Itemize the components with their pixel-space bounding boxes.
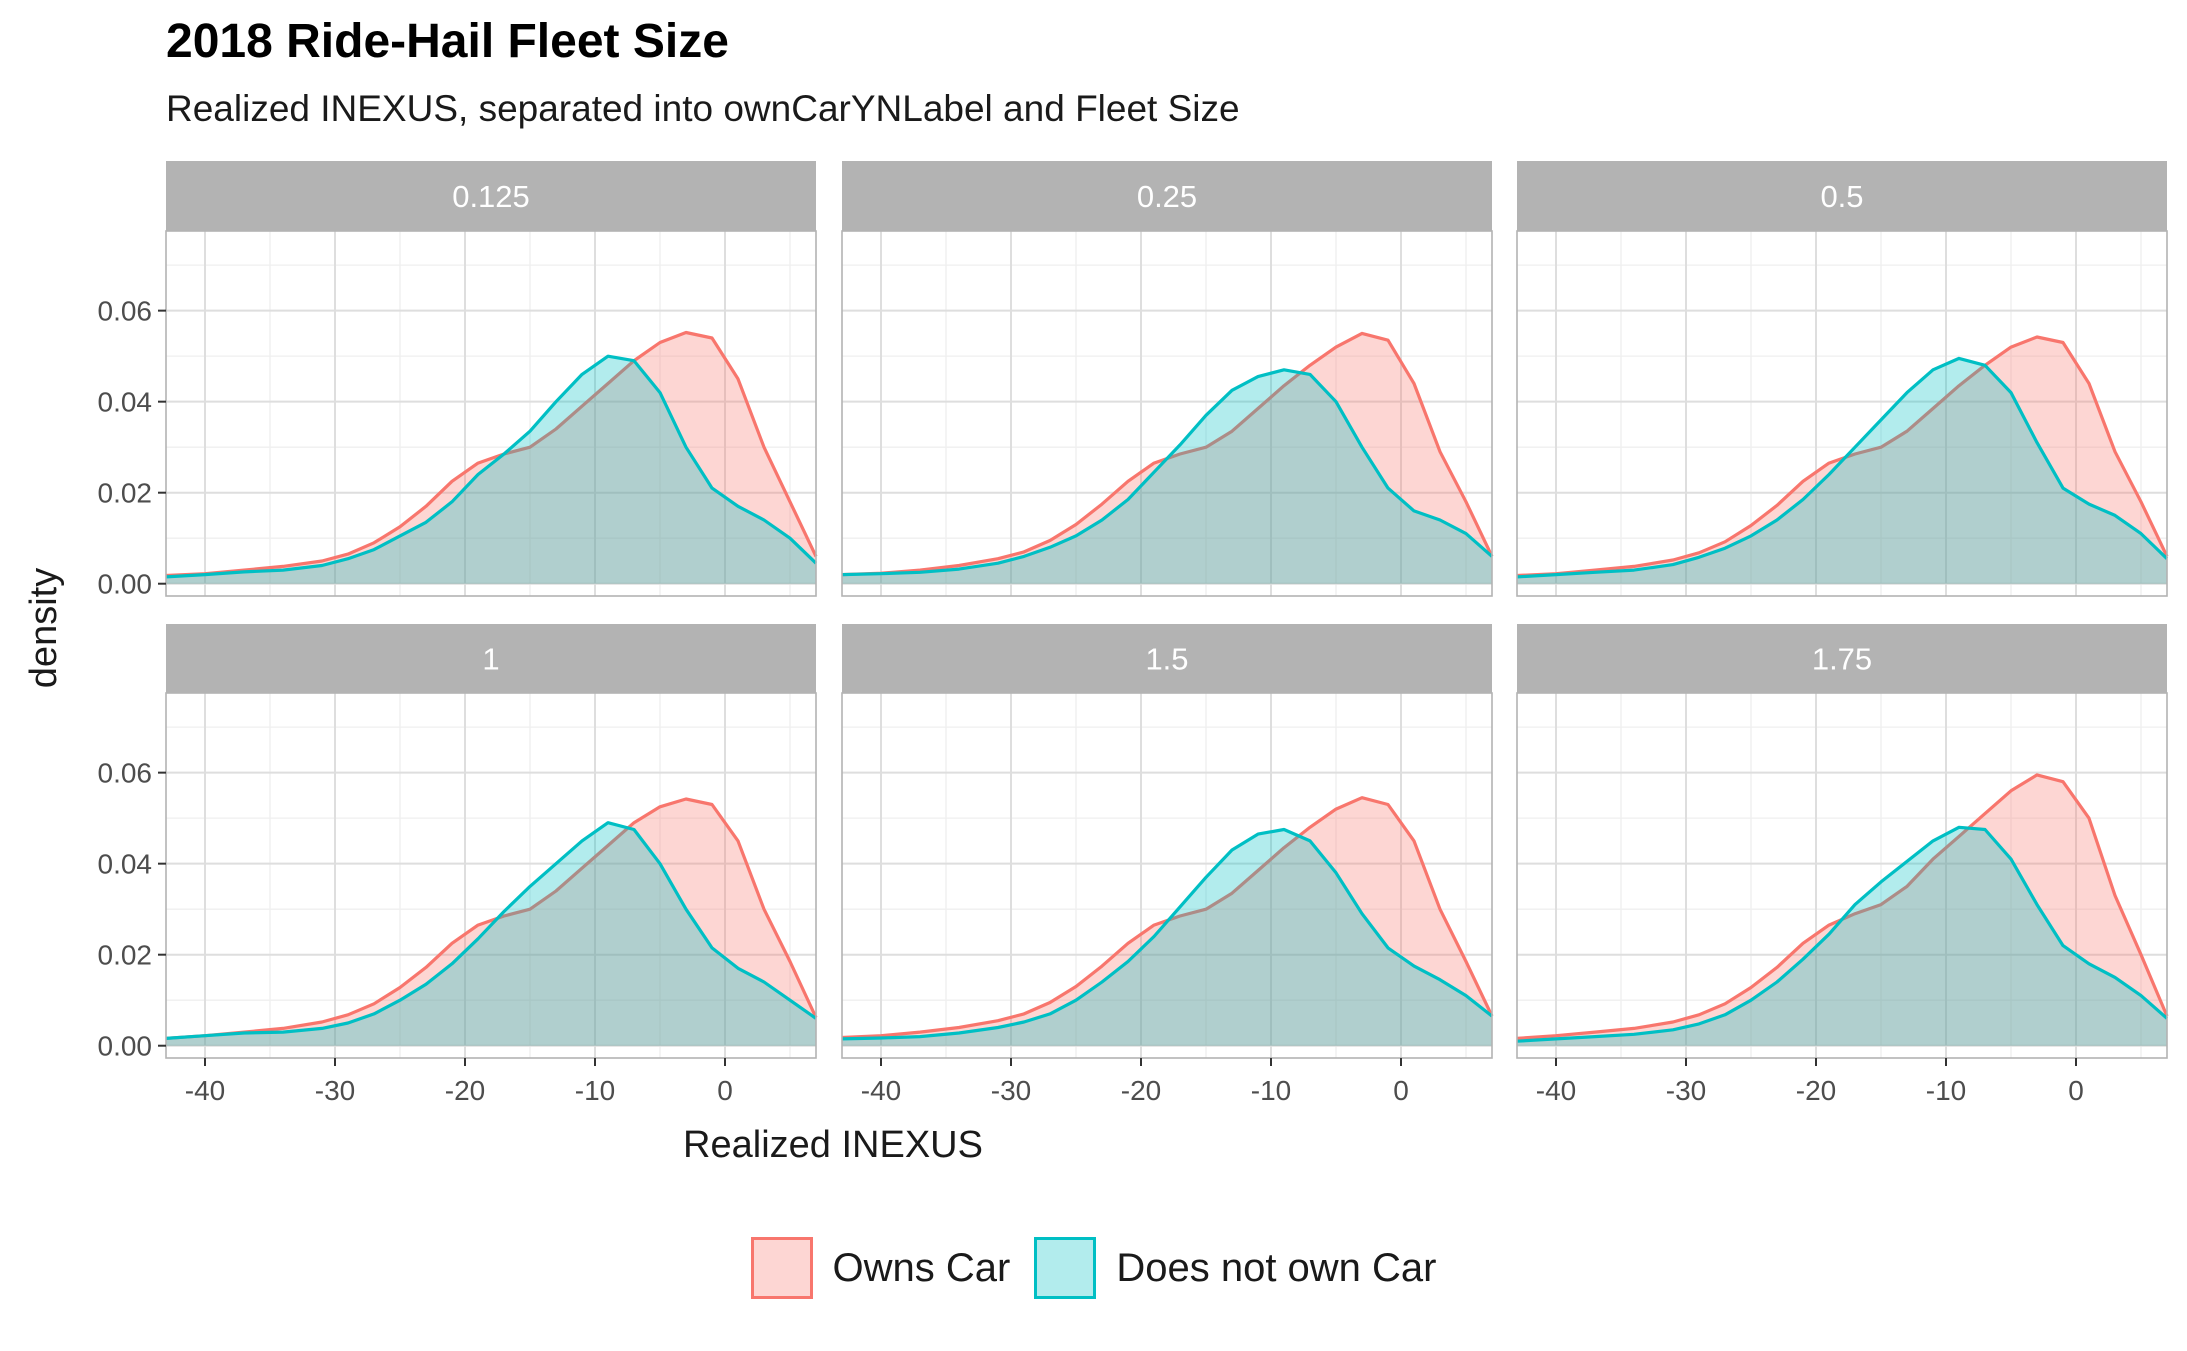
plot-background (1517, 693, 2167, 1058)
density-line-no-car (1516, 356, 2169, 579)
density-area-no-car (166, 822, 816, 1046)
facet-strip-label: 1 (482, 642, 499, 677)
density-line-no-car (165, 354, 818, 579)
y-tick-label: 0.04 (98, 387, 153, 418)
density-area-owns-car (1517, 774, 2167, 1046)
x-tick-label: -30 (315, 1075, 355, 1106)
density-area-no-car (1517, 358, 2167, 584)
panel-border (841, 692, 1493, 1059)
legend: Owns Car Does not own Car (0, 1237, 2187, 1299)
legend-swatch-owns-car (750, 1237, 813, 1299)
facet-strip (1517, 624, 2167, 693)
facet-strip-label: 1.75 (1812, 642, 1872, 677)
density-line-owns-car (841, 796, 1494, 1040)
facet-strip (166, 161, 816, 231)
legend-label-owns-car: Owns Car (832, 1245, 1011, 1290)
y-tick-label: 0.02 (98, 478, 153, 509)
panel-1_75: 1.75 -40 -30 -20 -10 0 (1516, 624, 2169, 1106)
facet-strip (842, 624, 1492, 693)
panel-border (1516, 692, 2168, 1059)
density-area-no-car (842, 369, 1492, 584)
plot-background (1517, 231, 2167, 596)
x-tick-label: -20 (1796, 1075, 1836, 1106)
legend-item-no-car: Does not own Car (1034, 1237, 1436, 1299)
density-line-owns-car (1516, 773, 2169, 1040)
x-tick-label: 0 (717, 1075, 733, 1106)
x-tick-label: -20 (1121, 1075, 1161, 1106)
legend-swatch-no-car (1034, 1237, 1097, 1299)
density-area-owns-car (166, 799, 816, 1046)
chart-title: 2018 Ride-Hail Fleet Size (166, 15, 729, 68)
density-line-owns-car (1516, 335, 2169, 578)
facet-strip (1517, 161, 2167, 231)
x-tick-label: -40 (861, 1075, 901, 1106)
panel-0_5: 0.5 (1516, 161, 2169, 597)
y-tick-label: 0.06 (98, 296, 153, 327)
facet-strip-label: 0.5 (1820, 179, 1863, 214)
y-tick-label: 0.04 (98, 849, 153, 880)
density-line-no-car (841, 368, 1494, 577)
x-tick-label: -20 (445, 1075, 485, 1106)
x-tick-label: 0 (1393, 1075, 1409, 1106)
y-axis-title: density (23, 568, 65, 688)
y-tick-label: 0.00 (98, 1031, 153, 1062)
x-tick-label: -30 (991, 1075, 1031, 1106)
facet-strip (842, 161, 1492, 231)
plot-background (166, 231, 816, 596)
plot-background (842, 231, 1492, 596)
legend-label-no-car: Does not own Car (1116, 1245, 1437, 1290)
facet-strip-label: 0.25 (1137, 179, 1197, 214)
y-tick-label: 0.00 (98, 569, 153, 600)
panel-1_5: 1.5 -40 -30 -20 -10 0 (841, 624, 1494, 1106)
legend-item-owns-car: Owns Car (750, 1237, 1011, 1299)
density-area-no-car (1517, 827, 2167, 1046)
facet-strip (166, 624, 816, 693)
panel-0_125: 0.125 0.00 0.02 0.04 0.06 (98, 161, 818, 600)
panel-border (1516, 230, 2168, 597)
facet-strip-label: 0.125 (452, 179, 530, 214)
panel-0_25: 0.25 (841, 161, 1494, 597)
chart-subtitle: Realized INEXUS, separated into ownCarYN… (166, 88, 1240, 129)
panel-border (841, 230, 1493, 597)
x-tick-label: -40 (1536, 1075, 1576, 1106)
x-tick-label: -10 (1926, 1075, 1966, 1106)
panel-1: 1 0.00 0.02 0.04 0.06 -40 -30 -20 -10 0 (98, 624, 818, 1106)
density-line-no-car (165, 821, 817, 1040)
density-area-no-car (842, 829, 1492, 1046)
x-tick-label: -40 (185, 1075, 225, 1106)
density-line-owns-car (165, 330, 818, 578)
facet-strip-label: 1.5 (1145, 642, 1188, 677)
density-area-owns-car (166, 332, 816, 584)
x-axis-title: Realized INEXUS (683, 1124, 983, 1166)
x-tick-label: -10 (1251, 1075, 1291, 1106)
y-tick-label: 0.06 (98, 758, 153, 789)
x-tick-label: 0 (2068, 1075, 2084, 1106)
panel-border (165, 230, 817, 597)
panel-border (165, 692, 817, 1059)
plot-background (166, 693, 816, 1058)
plot-background (842, 693, 1492, 1058)
density-line-no-car (841, 827, 1493, 1041)
density-line-owns-car (841, 331, 1494, 577)
density-line-no-car (1516, 825, 2169, 1043)
x-tick-label: -10 (575, 1075, 615, 1106)
x-tick-label: -30 (1666, 1075, 1706, 1106)
density-line-owns-car (165, 797, 818, 1040)
y-tick-label: 0.02 (98, 940, 153, 971)
density-area-no-car (166, 356, 816, 584)
